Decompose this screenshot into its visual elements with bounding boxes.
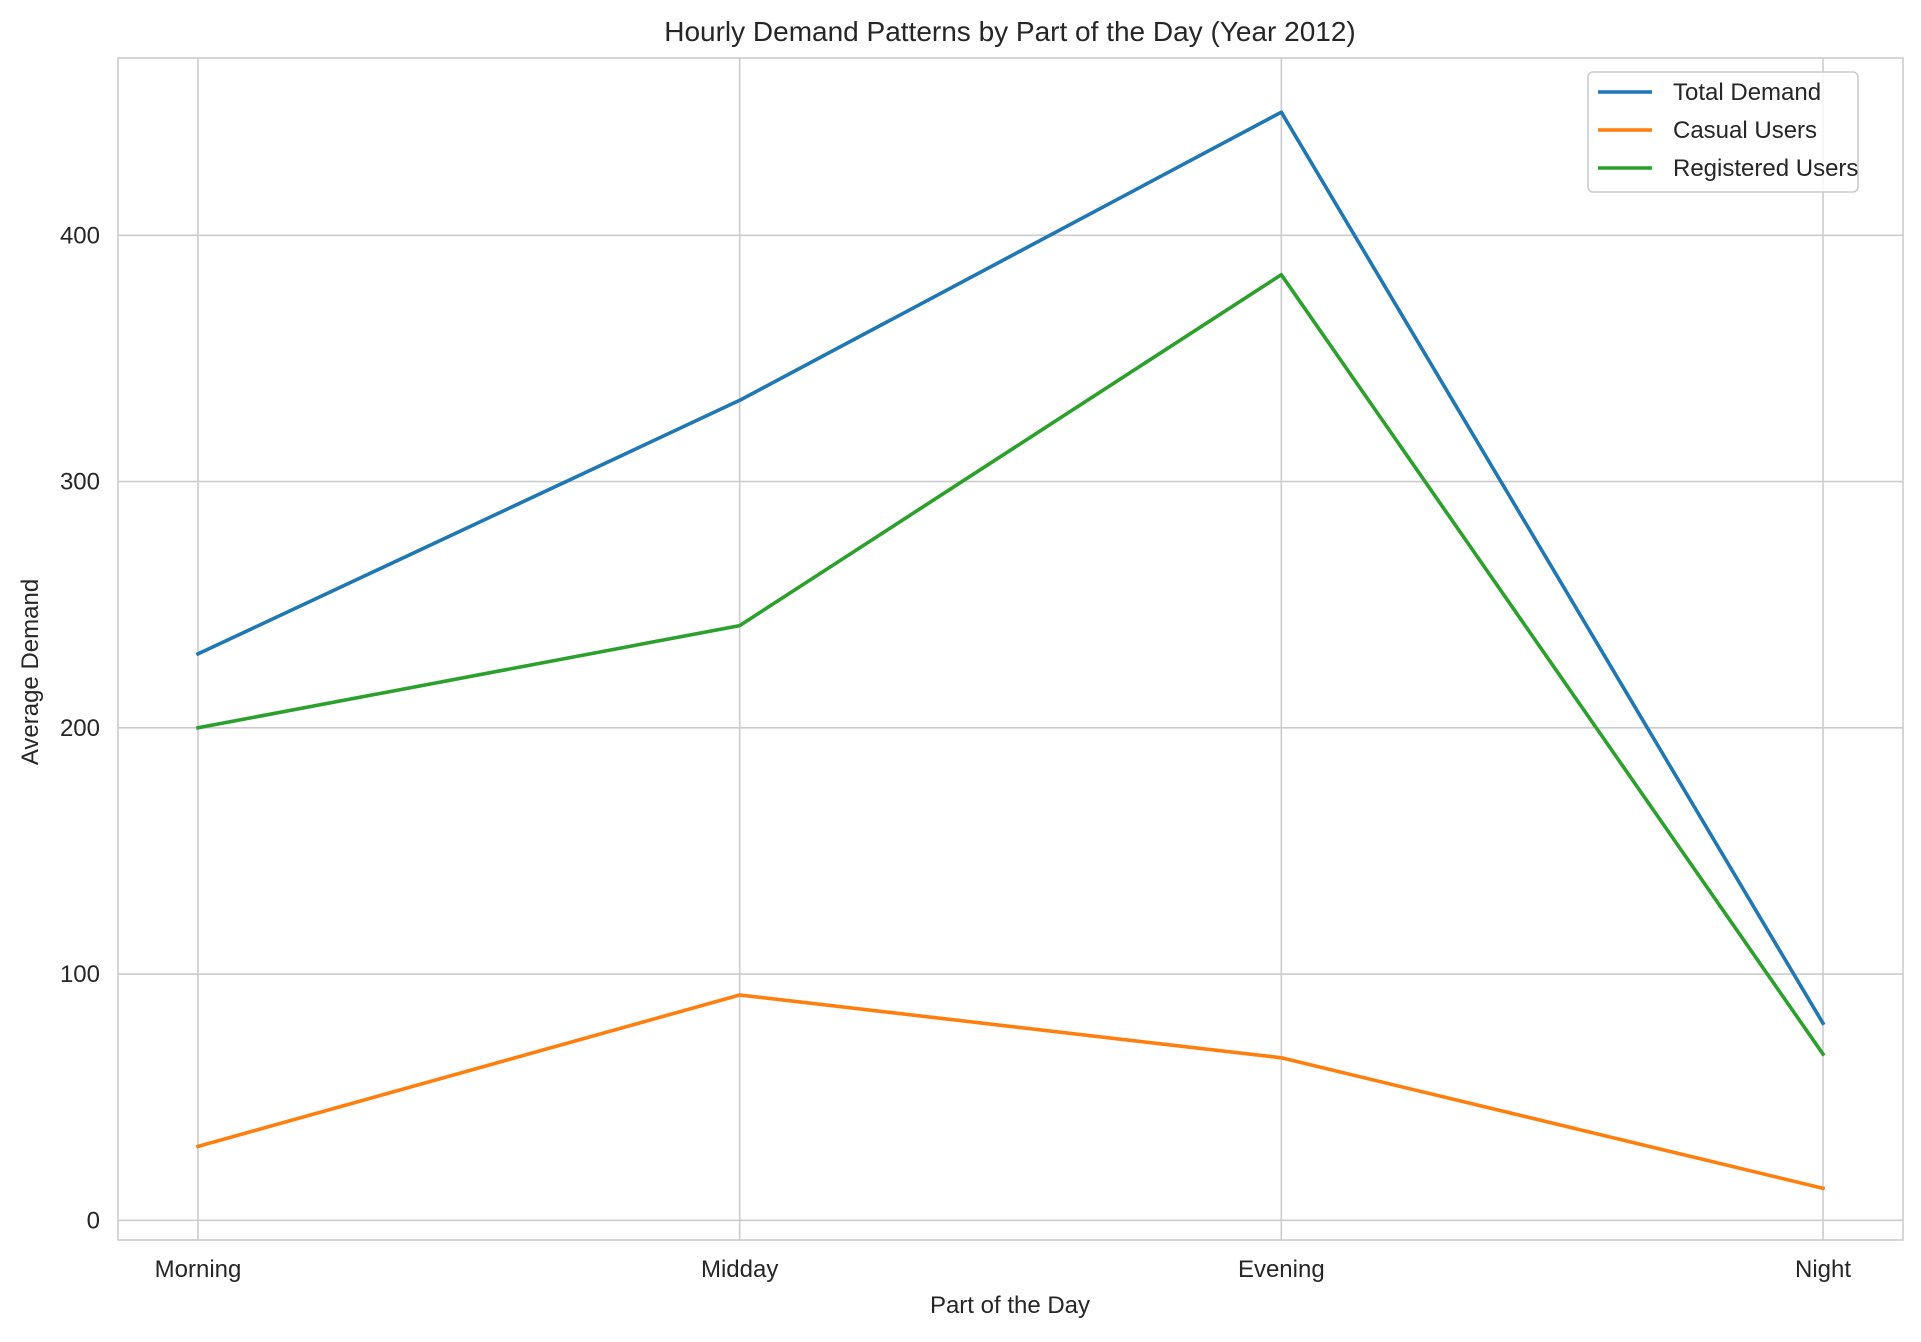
plot-frame: [117, 57, 1904, 1241]
legend-label: Total Demand: [1673, 79, 1821, 106]
series-layer: [195, 110, 1826, 1191]
y-tick-label: 100: [60, 961, 100, 988]
tick-layer: 0 100 200 300 400 Morning Midday Evening Night: [60, 222, 1851, 1283]
legend-label: Registered Users: [1673, 155, 1858, 182]
series-line-registered-users: [195, 272, 1826, 1057]
x-tick-label: Night: [1795, 1256, 1851, 1283]
chart-title: Hourly Demand Patterns by Part of the Da…: [664, 16, 1356, 47]
x-tick-label: Morning: [155, 1256, 242, 1283]
y-tick-label: 400: [60, 222, 100, 249]
legend-item-casual-users: Casual Users: [1598, 117, 1817, 144]
legend-label: Casual Users: [1673, 117, 1817, 144]
x-axis-label: Part of the Day: [930, 1292, 1090, 1319]
y-tick-label: 300: [60, 469, 100, 496]
legend: Total Demand Casual Users Registered Users: [1587, 71, 1859, 193]
legend-item-total-demand: Total Demand: [1598, 79, 1821, 106]
x-tick-label: Midday: [701, 1256, 778, 1283]
legend-item-registered-users: Registered Users: [1598, 155, 1858, 182]
y-axis-label: Average Demand: [17, 579, 44, 765]
y-tick-label: 200: [60, 715, 100, 742]
series-line-casual-users: [195, 993, 1826, 1191]
legend-entries: Total Demand Casual Users Registered Users: [1598, 79, 1858, 182]
grid-layer: [118, 58, 1903, 1240]
legend-box: [1587, 71, 1859, 193]
y-tick-label: 0: [87, 1207, 100, 1234]
x-tick-label: Evening: [1238, 1256, 1325, 1283]
series-line-total-demand: [195, 110, 1826, 1026]
